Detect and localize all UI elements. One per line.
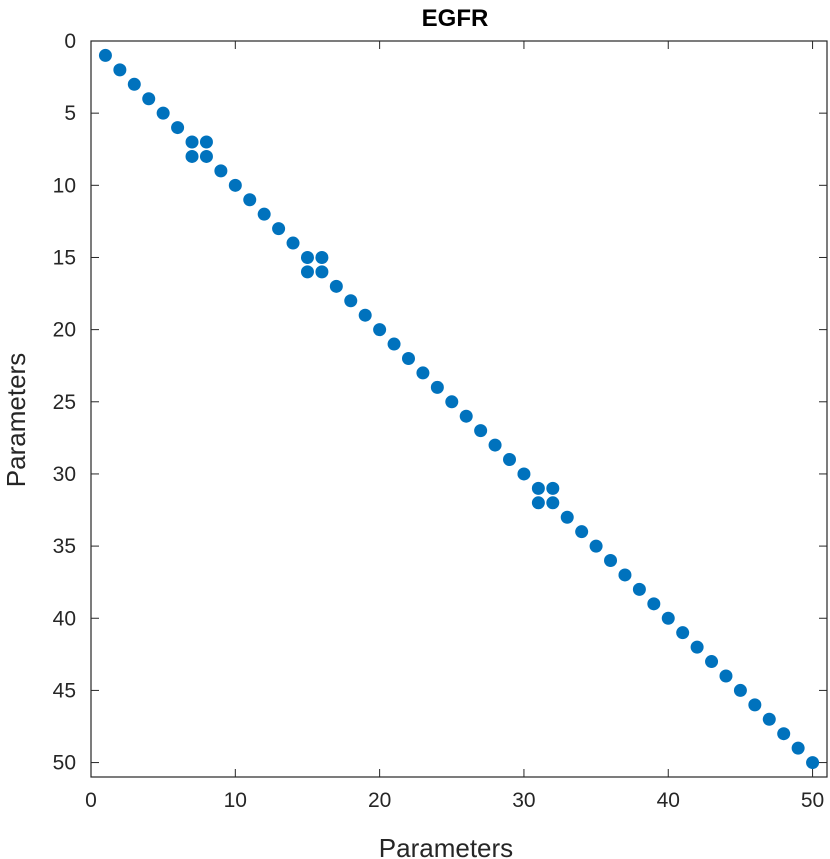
data-point (546, 496, 560, 510)
y-tick-label: 30 (53, 463, 76, 486)
y-tick-label: 5 (64, 102, 76, 125)
data-point (257, 207, 271, 221)
data-point (358, 308, 372, 322)
y-tick-label: 40 (53, 607, 76, 630)
data-point (228, 178, 242, 192)
data-point (604, 554, 618, 568)
data-point (373, 323, 387, 337)
plot-frame (90, 40, 828, 778)
data-point (329, 279, 343, 293)
data-point (690, 640, 704, 654)
data-point (142, 92, 156, 106)
x-tick-label: 20 (368, 789, 391, 812)
data-point (618, 568, 632, 582)
x-tick-label: 0 (85, 789, 97, 812)
data-point (344, 294, 358, 308)
axes: 0 10 20 30 40 50 0 5 10 15 20 25 30 35 40 45 50 (53, 30, 827, 812)
y-tick-label: 0 (64, 30, 76, 53)
x-tick-label: 40 (657, 789, 680, 812)
data-point (98, 48, 112, 62)
data-point (676, 626, 690, 640)
data-point (199, 149, 213, 163)
data-point (560, 510, 574, 524)
data-point (517, 467, 531, 481)
y-tick-label: 50 (53, 752, 76, 775)
data-point (647, 597, 661, 611)
data-point (589, 539, 603, 553)
data-point (546, 481, 560, 495)
data-point (185, 149, 199, 163)
data-point (156, 106, 170, 120)
data-point (430, 380, 444, 394)
data-point (632, 582, 646, 596)
x-tick-label: 10 (224, 789, 247, 812)
y-tick-label: 10 (53, 174, 76, 197)
data-point (286, 236, 300, 250)
data-point (315, 265, 329, 279)
data-point (459, 409, 473, 423)
data-point (199, 135, 213, 149)
y-tick-label: 20 (53, 319, 76, 342)
data-point (300, 250, 314, 264)
data-point (705, 655, 719, 669)
plot-area (90, 40, 828, 778)
x-tick-label: 30 (512, 789, 535, 812)
y-tick-label: 25 (53, 391, 76, 414)
data-point (214, 164, 228, 178)
data-point (661, 611, 675, 625)
x-tick-label: 50 (801, 789, 824, 812)
data-point (243, 193, 257, 207)
data-point (113, 63, 127, 77)
data-point (791, 741, 805, 755)
data-point (315, 250, 329, 264)
y-tick-label: 15 (53, 246, 76, 269)
chart-title: EGFR (422, 5, 489, 32)
data-point (185, 135, 199, 149)
data-point (531, 496, 545, 510)
data-point (171, 121, 185, 135)
data-point (531, 481, 545, 495)
data-point (387, 337, 401, 351)
y-tick-label: 35 (53, 535, 76, 558)
data-markers (98, 48, 820, 770)
data-point (719, 669, 733, 683)
data-point (503, 453, 517, 467)
y-tick-label: 45 (53, 679, 76, 702)
data-point (488, 438, 502, 452)
data-point (416, 366, 430, 380)
x-axis-title: Parameters (379, 833, 513, 859)
data-point (474, 424, 488, 438)
data-point (748, 698, 762, 712)
data-point (300, 265, 314, 279)
data-point (575, 525, 589, 539)
data-point (401, 351, 415, 365)
y-axis-title: Parameters (1, 353, 31, 487)
data-point (445, 395, 459, 409)
data-point (806, 756, 820, 770)
data-point (127, 77, 141, 91)
data-point (762, 712, 776, 726)
data-point (777, 727, 791, 741)
data-point (733, 683, 747, 697)
data-point (272, 222, 286, 236)
